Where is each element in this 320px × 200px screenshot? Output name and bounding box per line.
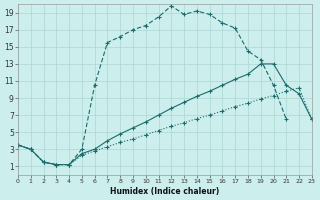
X-axis label: Humidex (Indice chaleur): Humidex (Indice chaleur): [110, 187, 220, 196]
